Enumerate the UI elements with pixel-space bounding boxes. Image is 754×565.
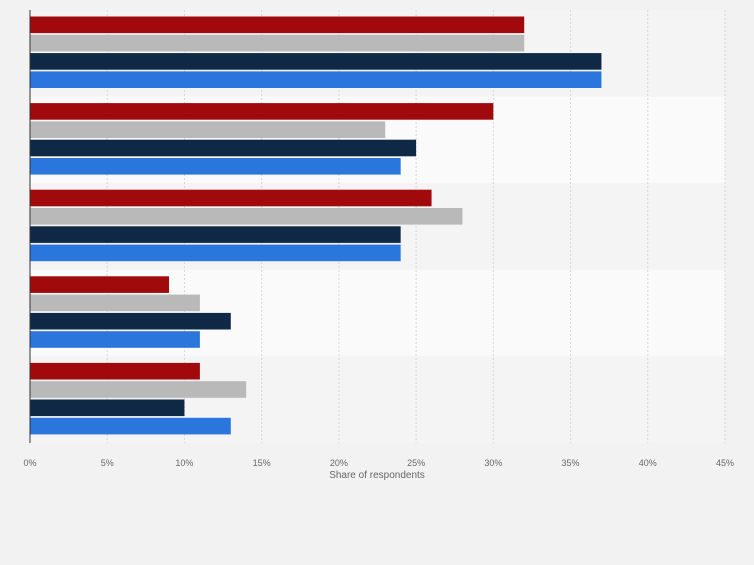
bar bbox=[30, 226, 401, 243]
x-tick-label: 35% bbox=[562, 458, 580, 468]
bar bbox=[30, 244, 401, 262]
bar bbox=[30, 158, 401, 175]
bar bbox=[30, 139, 417, 157]
bar bbox=[30, 276, 169, 293]
bar bbox=[30, 103, 494, 120]
x-tick-label: 15% bbox=[253, 458, 271, 468]
bar bbox=[30, 189, 432, 207]
bar bbox=[30, 417, 231, 435]
bar bbox=[30, 34, 525, 52]
x-tick-label: 0% bbox=[23, 458, 36, 468]
x-tick-label: 20% bbox=[330, 458, 348, 468]
x-tick-label: 40% bbox=[639, 458, 657, 468]
x-tick-label: 10% bbox=[175, 458, 193, 468]
bar bbox=[30, 294, 200, 312]
bar bbox=[30, 312, 231, 330]
bar bbox=[30, 53, 602, 70]
bar bbox=[30, 121, 386, 138]
x-axis-title: Share of respondents bbox=[329, 470, 425, 481]
x-tick-label: 5% bbox=[101, 458, 114, 468]
x-tick-labels: 0% 5% 10% 15% 20% 25% 30% 35% 40% 45% bbox=[23, 458, 734, 468]
bar bbox=[30, 362, 200, 380]
bar bbox=[30, 16, 525, 34]
bar bbox=[30, 399, 185, 417]
bar bbox=[30, 71, 602, 88]
x-tick-label: 30% bbox=[484, 458, 502, 468]
x-tick-label: 45% bbox=[716, 458, 734, 468]
bars bbox=[30, 16, 602, 435]
bar bbox=[30, 381, 247, 398]
x-tick-label: 25% bbox=[407, 458, 425, 468]
bar bbox=[30, 331, 200, 348]
bar bbox=[30, 208, 463, 225]
